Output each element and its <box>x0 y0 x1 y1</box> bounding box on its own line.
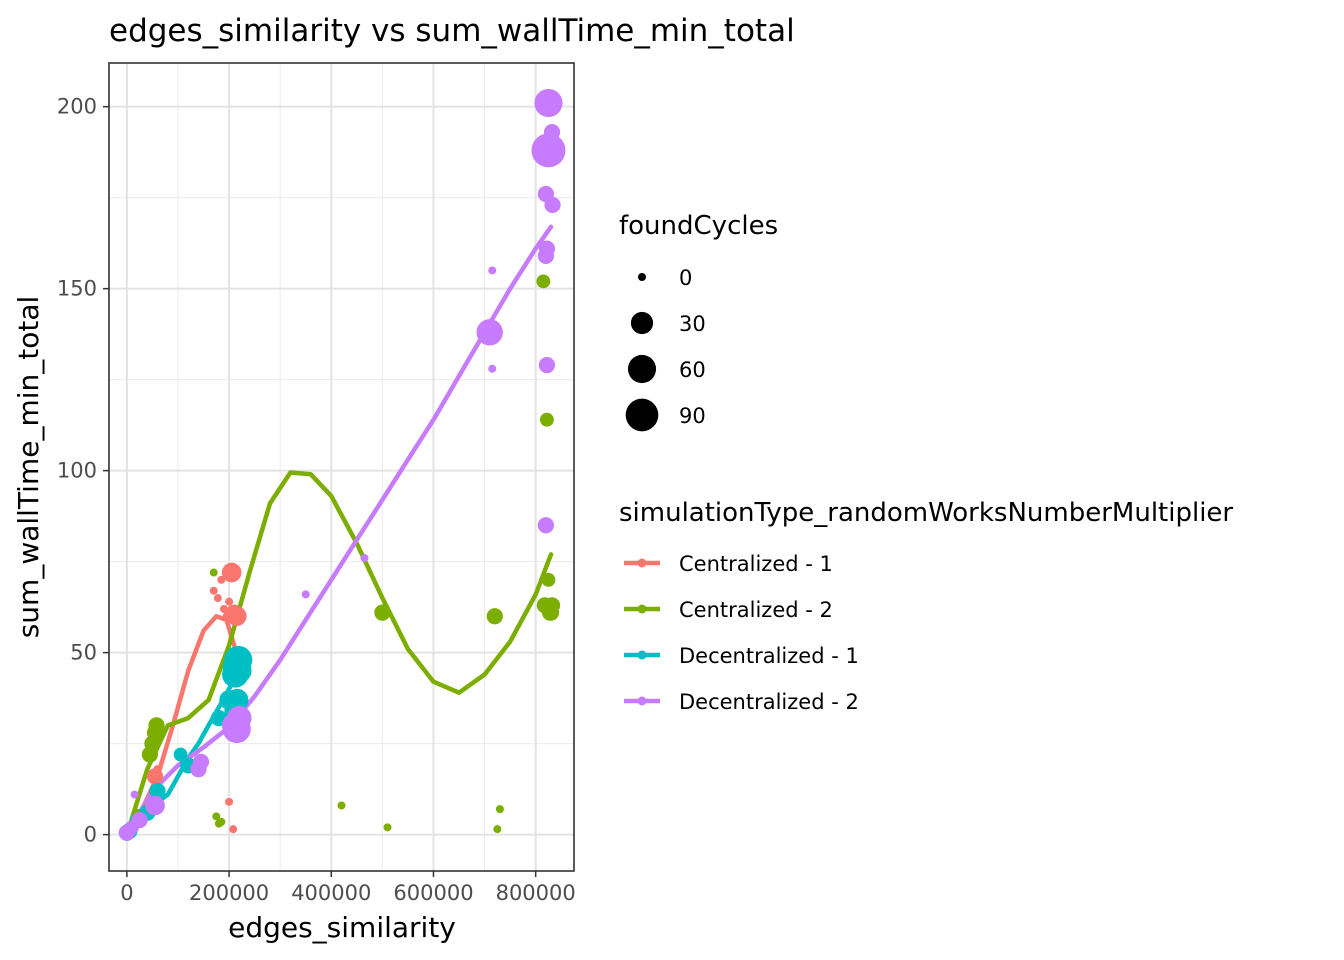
y-axis-label: sum_wallTime_min_total <box>12 296 45 639</box>
x-tick-label: 800000 <box>496 881 576 905</box>
color-legend: simulationType_randomWorksNumberMultipli… <box>619 498 1233 714</box>
data-point <box>476 319 503 346</box>
points <box>118 88 566 841</box>
data-point <box>337 801 346 810</box>
color-legend-label: Decentralized - 2 <box>679 690 859 714</box>
data-point <box>229 825 238 834</box>
data-point <box>226 606 247 627</box>
data-point <box>225 797 234 806</box>
data-point <box>227 705 252 731</box>
smooth-line <box>124 470 554 837</box>
size-legend-label: 0 <box>679 266 692 290</box>
y-tick-label: 0 <box>84 823 97 847</box>
size-legend-key <box>625 398 659 432</box>
y-tick-label: 100 <box>57 459 97 483</box>
color-legend-dot <box>637 696 647 706</box>
x-tick-label: 400000 <box>291 881 371 905</box>
size-legend-key <box>627 354 657 384</box>
data-point <box>219 604 228 613</box>
data-point <box>541 572 556 587</box>
data-point <box>213 594 222 603</box>
data-point <box>209 586 218 595</box>
data-point <box>149 782 166 800</box>
data-point <box>153 765 162 774</box>
data-point <box>226 688 249 712</box>
x-axis-label: edges_similarity <box>228 911 456 944</box>
data-point <box>221 562 242 583</box>
data-point <box>542 604 560 621</box>
data-point <box>131 811 148 829</box>
data-point <box>374 604 391 621</box>
color-legend-dot <box>637 650 647 660</box>
y-tick-label: 50 <box>70 641 97 665</box>
size-legend-label: 30 <box>679 312 706 336</box>
data-point <box>488 266 497 275</box>
y-tick-label: 150 <box>57 277 97 301</box>
data-point <box>531 133 566 168</box>
size-legend-label: 90 <box>679 404 706 428</box>
y-axis: 0 50 100 150 200 <box>57 95 109 847</box>
size-legend-title: foundCycles <box>619 211 778 241</box>
color-legend-title: simulationType_randomWorksNumberMultipli… <box>619 498 1233 528</box>
color-legend-dot <box>637 558 647 568</box>
data-point <box>543 124 561 141</box>
plot-panel <box>108 62 575 872</box>
color-legend-label: Centralized - 2 <box>679 598 833 622</box>
data-point <box>540 412 554 427</box>
data-point <box>538 356 556 374</box>
data-point <box>488 364 497 373</box>
data-point <box>225 597 234 606</box>
x-tick-label: 600000 <box>393 881 473 905</box>
data-point <box>534 88 563 118</box>
size-legend-key <box>630 311 654 335</box>
color-legend-dot <box>637 604 647 614</box>
data-point <box>192 753 210 770</box>
data-point <box>383 823 392 832</box>
data-point <box>227 658 252 684</box>
x-tick-label: 200000 <box>189 881 269 905</box>
chart-title: edges_similarity vs sum_wallTime_min_tot… <box>109 13 795 49</box>
data-point <box>209 568 218 577</box>
x-axis: 0 200000 400000 600000 800000 <box>120 871 576 905</box>
data-point <box>212 812 221 821</box>
data-point <box>145 795 165 816</box>
data-point <box>360 553 369 562</box>
data-point <box>493 825 502 834</box>
data-point <box>217 817 226 826</box>
y-tick-label: 200 <box>57 95 97 119</box>
color-legend-label: Centralized - 1 <box>679 552 833 576</box>
plot-border <box>108 62 575 872</box>
data-point <box>538 240 556 257</box>
data-point <box>536 274 551 289</box>
data-point <box>148 717 165 734</box>
data-point <box>173 747 188 762</box>
size-legend: foundCycles 0 30 60 90 <box>619 211 778 432</box>
data-point <box>537 517 555 534</box>
data-point <box>495 805 504 814</box>
data-point <box>486 608 503 625</box>
data-point <box>301 590 310 599</box>
color-legend-label: Decentralized - 1 <box>679 644 859 668</box>
x-tick-label: 0 <box>120 881 133 905</box>
size-legend-key <box>638 273 646 281</box>
data-point <box>544 196 561 214</box>
data-point <box>130 790 139 799</box>
size-legend-label: 60 <box>679 358 706 382</box>
